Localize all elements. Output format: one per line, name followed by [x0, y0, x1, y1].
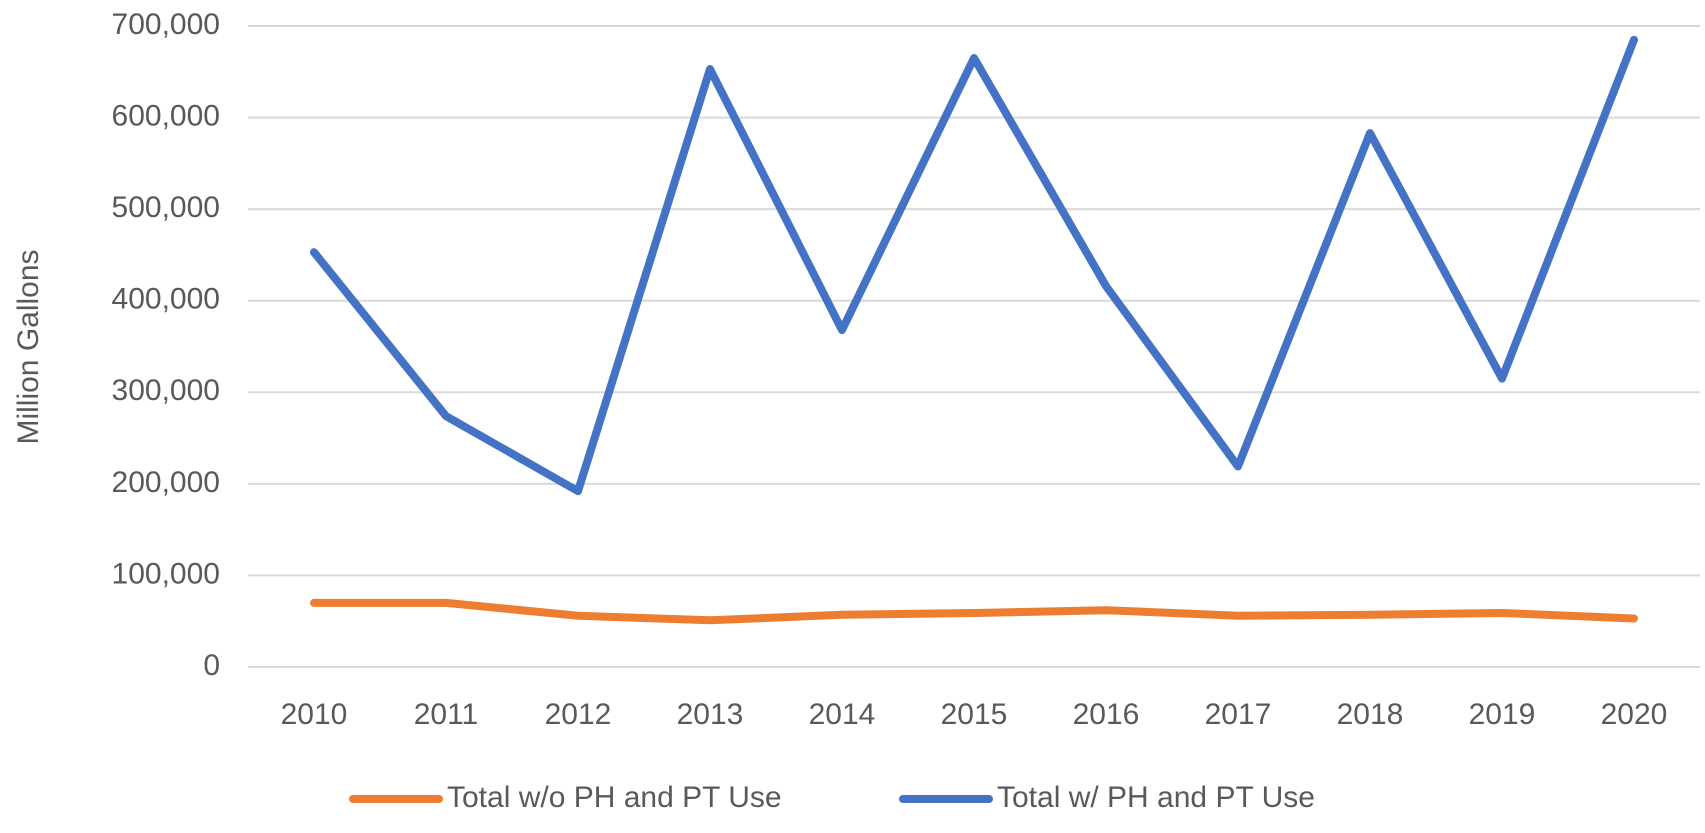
- line-series: [310, 35, 1638, 496]
- legend-label: Total w/ PH and PT Use: [997, 781, 1315, 814]
- x-tick-label: 2011: [414, 698, 479, 731]
- x-tick-label: 2012: [545, 698, 612, 731]
- y-tick-label: 200,000: [112, 466, 220, 499]
- x-tick-label: 2016: [1073, 698, 1140, 731]
- x-tick-label: 2013: [677, 698, 744, 731]
- x-tick-label: 2017: [1205, 698, 1272, 731]
- x-tick-label: 2010: [281, 698, 348, 731]
- x-tick-label: 2015: [941, 698, 1008, 731]
- y-tick-label: 100,000: [112, 557, 220, 590]
- y-tick-label: 0: [203, 649, 220, 682]
- line-series: [310, 598, 1638, 625]
- y-axis-title: Million Gallons: [12, 249, 45, 444]
- y-tick-label: 400,000: [112, 283, 220, 316]
- x-tick-label: 2018: [1337, 698, 1404, 731]
- x-tick-label: 2019: [1469, 698, 1536, 731]
- x-tick-label: 2020: [1601, 698, 1668, 731]
- y-tick-label: 500,000: [112, 191, 220, 224]
- y-tick-label: 300,000: [112, 374, 220, 407]
- y-tick-label: 700,000: [112, 8, 220, 41]
- y-tick-label: 600,000: [112, 99, 220, 132]
- legend-label: Total w/o PH and PT Use: [447, 781, 782, 814]
- x-tick-label: 2014: [809, 698, 876, 731]
